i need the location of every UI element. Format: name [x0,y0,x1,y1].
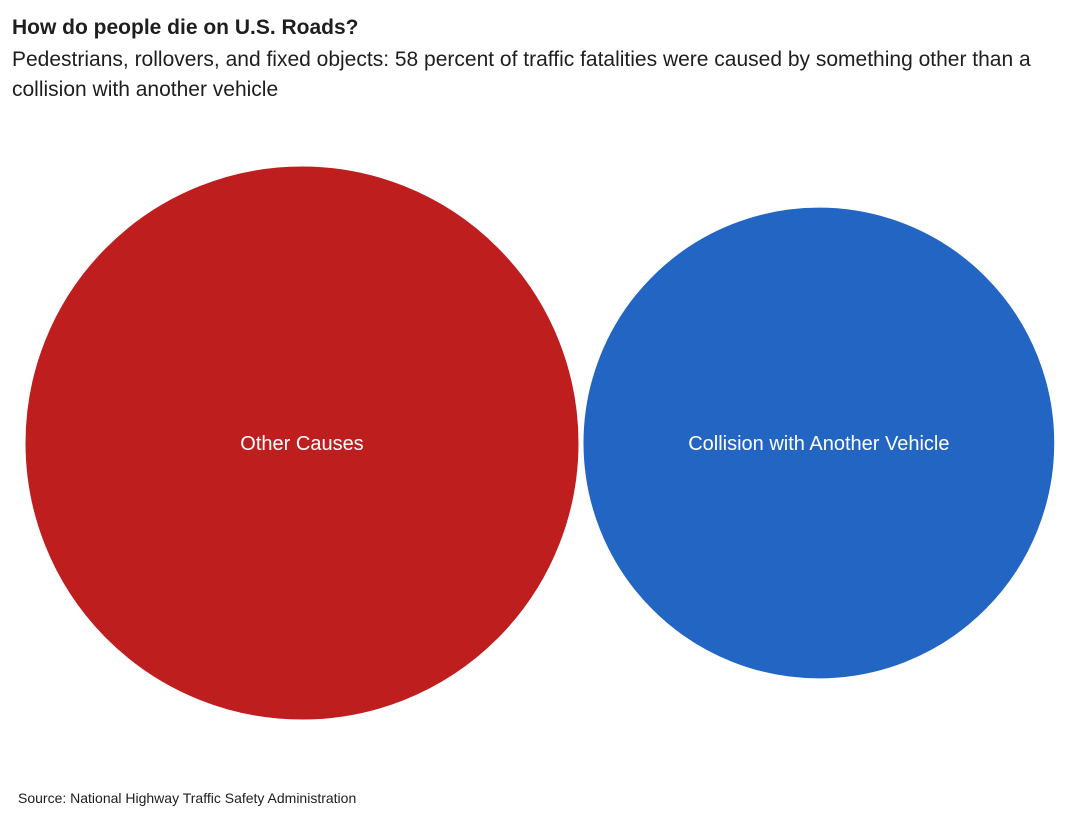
bubble-label: Collision with Another Vehicle [688,433,949,455]
bubble-collision-with-another-vehicle[interactable] [583,207,1055,679]
bubble-label: Other Causes [240,433,363,455]
chart-title: How do people die on U.S. Roads? [12,16,359,39]
source-note: Source: National Highway Traffic Safety … [18,790,357,806]
chart-subtitle: Pedestrians, rollovers, and fixed object… [12,48,1031,101]
chart-header: How do people die on U.S. Roads? Pedestr… [12,14,1062,105]
bubble-other-causes[interactable] [25,166,579,720]
bubble-group: Other Causes Collision with Another Vehic… [25,166,1055,720]
